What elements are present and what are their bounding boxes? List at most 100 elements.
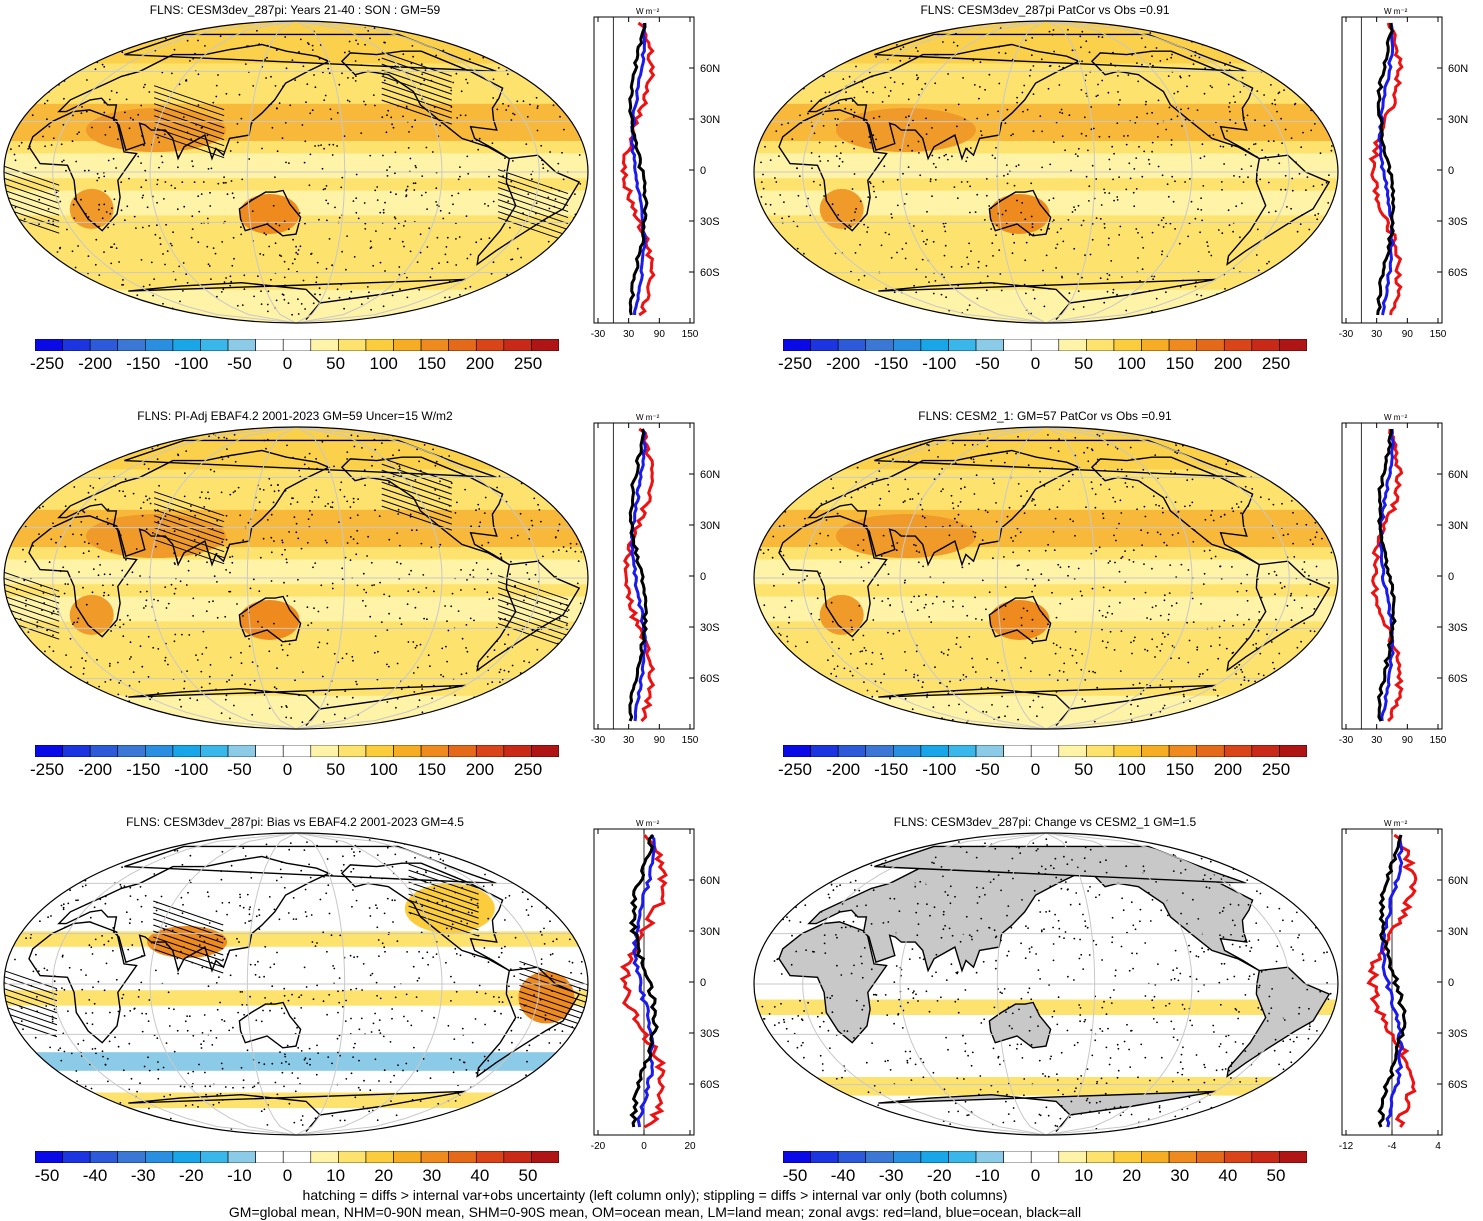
stipple-dot	[225, 694, 228, 697]
stipple-dot	[156, 201, 159, 204]
stipple-dot	[85, 1012, 87, 1015]
stipple-dot	[893, 81, 896, 84]
stipple-dot	[376, 854, 379, 856]
stipple-dot	[294, 79, 297, 81]
stipple-dot	[336, 112, 339, 114]
stipple-dot	[88, 944, 91, 947]
stipple-dot	[498, 956, 500, 959]
stipple-dot	[148, 1107, 150, 1110]
stipple-dot	[119, 1102, 122, 1104]
stipple-dot	[75, 1089, 77, 1091]
stipple-dot	[189, 854, 192, 857]
stipple-dot	[1141, 63, 1143, 66]
stipple-dot	[1055, 644, 1058, 646]
stipple-dot	[276, 667, 278, 670]
stipple-dot	[398, 465, 401, 468]
stipple-dot	[143, 463, 146, 466]
stipple-dot	[1171, 175, 1174, 178]
stipple-dot	[570, 631, 572, 634]
stipple-dot	[1258, 619, 1260, 621]
stipple-dot	[298, 212, 301, 214]
stipple-dot	[427, 654, 430, 657]
stipple-dot	[379, 997, 382, 1000]
hatch-line	[153, 930, 224, 956]
stipple-dot	[1031, 630, 1034, 633]
stipple-dot	[782, 1018, 785, 1021]
stipple-dot	[905, 669, 907, 672]
stipple-dot	[1171, 534, 1174, 536]
stipple-dot	[1097, 94, 1099, 97]
stipple-dot	[469, 573, 472, 576]
stipple-dot	[580, 960, 583, 963]
stipple-dot	[539, 706, 541, 708]
stipple-dot	[805, 483, 808, 485]
longitude-line	[899, 427, 1047, 729]
stipple-dot	[389, 1041, 392, 1043]
stipple-dot	[64, 505, 67, 508]
stipple-dot	[531, 681, 534, 684]
stipple-dot	[210, 278, 212, 280]
stipple-dot	[116, 528, 119, 530]
stipple-dot	[350, 1017, 352, 1020]
hatch-line	[497, 617, 569, 643]
stipple-dot	[223, 176, 226, 179]
stipple-dot	[212, 247, 215, 250]
stipple-dot	[285, 558, 288, 561]
stipple-dot	[275, 222, 277, 225]
stipple-dot	[369, 240, 372, 243]
stipple-dot	[1276, 110, 1278, 113]
stipple-dot	[1047, 434, 1049, 436]
stipple-dot	[1182, 693, 1185, 696]
stipple-dot	[1175, 602, 1178, 605]
stipple-dot	[328, 993, 331, 996]
stipple-dot	[1084, 254, 1086, 257]
stipple-dot	[478, 525, 481, 528]
stipple-dot	[108, 1040, 111, 1043]
stipple-dot	[1157, 136, 1159, 138]
stipple-dot	[811, 125, 814, 128]
stipple-dot	[1325, 181, 1328, 184]
stipple-dot	[54, 877, 56, 880]
stipple-dot	[119, 1006, 121, 1008]
stipple-dot	[101, 290, 103, 293]
stipple-dot	[262, 489, 265, 491]
stipple-dot	[887, 483, 889, 486]
stipple-dot	[388, 481, 390, 484]
stipple-dot	[876, 690, 878, 693]
stipple-dot	[14, 918, 16, 921]
stipple-dot	[768, 1089, 771, 1092]
stipple-dot	[270, 103, 273, 105]
stipple-dot	[507, 284, 509, 287]
longitude-line	[149, 427, 297, 729]
stipple-dot	[316, 984, 318, 987]
stipple-dot	[555, 288, 557, 291]
stipple-dot	[210, 167, 213, 170]
stipple-dot	[516, 534, 519, 537]
stipple-dot	[875, 196, 877, 199]
stipple-dot	[480, 27, 483, 30]
stipple-dot	[88, 542, 90, 545]
stipple-dot	[213, 954, 216, 956]
stipple-dot	[1110, 62, 1112, 65]
stipple-dot	[537, 503, 539, 506]
stipple-dot	[98, 225, 100, 228]
stipple-dot	[1312, 543, 1314, 546]
hatch-line	[497, 581, 569, 607]
stipple-dot	[762, 287, 765, 290]
stipple-dot	[301, 1124, 304, 1126]
stipple-dot	[1315, 565, 1318, 568]
stipple-dot	[129, 895, 132, 897]
stipple-dot	[962, 674, 965, 676]
stipple-dot	[244, 683, 247, 686]
stipple-dot	[977, 260, 980, 263]
stipple-dot	[1296, 523, 1298, 525]
stipple-dot	[502, 721, 504, 724]
stipple-dot	[1081, 698, 1084, 700]
stipple-dot	[21, 651, 24, 654]
stipple-dot	[534, 43, 537, 46]
stipple-dot	[445, 927, 448, 930]
stipple-dot	[814, 700, 817, 703]
stipple-dot	[1071, 598, 1073, 600]
stipple-dot	[355, 197, 358, 200]
stipple-dot	[157, 648, 160, 650]
